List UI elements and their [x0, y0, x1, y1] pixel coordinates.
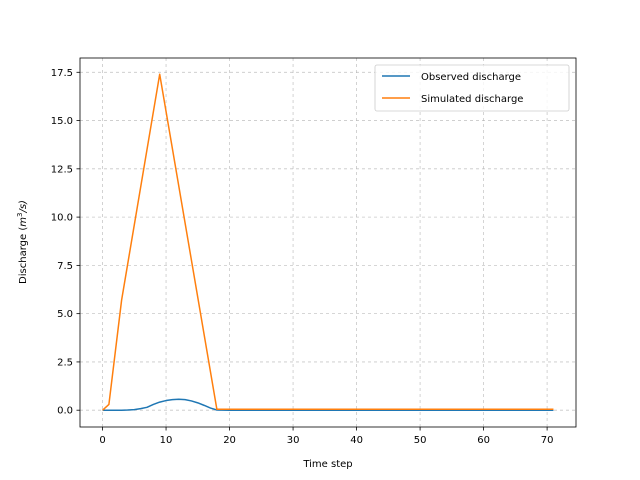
x-tick-label: 70	[541, 435, 554, 446]
y-axis-label: Discharge (m3/s)	[16, 200, 29, 284]
y-axis-ticks: 0.0 2.5 5.0 7.5 10.0 12.5 15.0 17.5	[51, 68, 80, 417]
series-line-simulated	[102, 73, 554, 411]
legend-label-observed: Observed discharge	[421, 72, 521, 83]
x-tick-label: 60	[477, 435, 490, 446]
legend-box	[374, 64, 570, 112]
y-tick-label: 2.5	[57, 357, 73, 368]
y-tick-label: 15.0	[51, 116, 73, 127]
x-tick-label: 0	[99, 435, 105, 446]
y-tick-label: 7.5	[57, 261, 73, 272]
series-lines	[102, 73, 554, 411]
x-tick-label: 40	[350, 435, 363, 446]
y-tick-label: 5.0	[57, 309, 73, 320]
series-line-observed	[102, 398, 554, 411]
y-tick-label: 10.0	[51, 213, 73, 224]
plot-background	[80, 58, 576, 427]
x-tick-label: 50	[414, 435, 427, 446]
legend-label-simulated: Simulated discharge	[421, 94, 523, 105]
y-tick-label: 17.5	[51, 68, 73, 79]
x-axis-label: Time step	[302, 459, 352, 470]
x-tick-label: 10	[160, 435, 173, 446]
y-tick-label: 12.5	[51, 164, 73, 175]
y-tick-label: 0.0	[57, 406, 73, 417]
x-tick-label: 20	[223, 435, 236, 446]
x-tick-label: 30	[287, 435, 300, 446]
plot-frame	[79, 57, 577, 428]
x-axis-ticks: 0 10 20 30 40 50 60 70	[99, 427, 553, 446]
legend: Observed discharge Simulated discharge	[374, 64, 570, 112]
